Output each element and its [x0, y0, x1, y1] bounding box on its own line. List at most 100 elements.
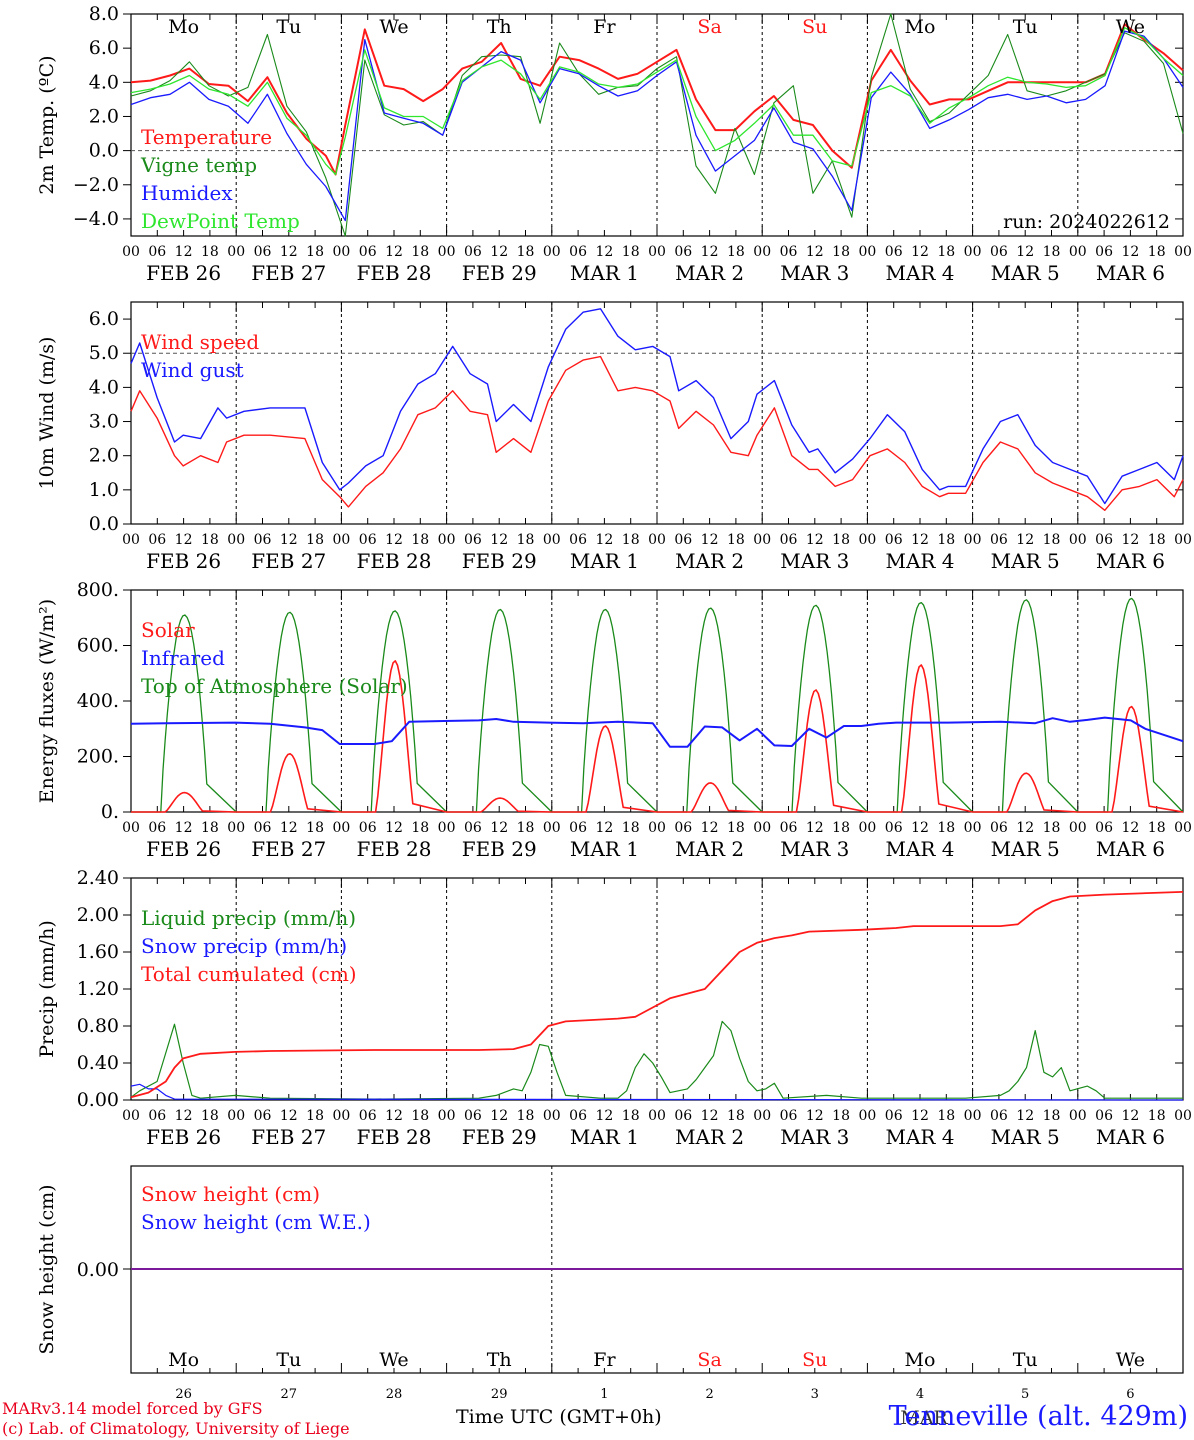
hour-tick-label: 12 — [280, 532, 298, 548]
hour-tick-label: 06 — [885, 1108, 903, 1124]
date-label: FEB 29 — [462, 1125, 537, 1149]
y-axis-label: Snow height (cm) — [36, 1184, 58, 1354]
y-tick-label: 6.0 — [89, 37, 119, 59]
chart-labels: 00 06 12 18 00 06 12 18 00 06 12 18 00 06 12 18 00 06 12 18… — [36, 3, 1192, 1429]
hour-tick-label: 00 — [964, 1108, 982, 1124]
hour-tick-label: 18 — [1043, 820, 1061, 836]
toa-solar-line — [341, 610, 448, 813]
hour-tick-label: 18 — [411, 820, 429, 836]
hour-tick-label: 18 — [937, 1108, 955, 1124]
y-tick-label: 2.0 — [89, 445, 119, 467]
date-label: MAR 1 — [570, 837, 639, 861]
hour-tick-label: 06 — [569, 1108, 587, 1124]
date-label: MAR 5 — [991, 261, 1060, 285]
hour-tick-label: 00 — [438, 244, 456, 260]
hour-tick-label: 06 — [569, 532, 587, 548]
weekday-label: Mo — [905, 1349, 936, 1371]
y-tick-label: 2.00 — [77, 904, 119, 926]
hour-tick-label: 18 — [517, 820, 535, 836]
hour-tick-label: 06 — [148, 244, 166, 260]
hour-tick-label: 06 — [674, 532, 692, 548]
solar-line — [446, 797, 552, 813]
date-label: MAR 4 — [885, 549, 954, 573]
hour-tick-label: 06 — [359, 1108, 377, 1124]
hour-tick-label: 12 — [385, 532, 403, 548]
toa-solar-line — [236, 611, 342, 813]
hour-tick-label: 06 — [148, 1108, 166, 1124]
hour-tick-label: 06 — [464, 532, 482, 548]
hour-tick-label: 00 — [122, 244, 140, 260]
date-label: FEB 28 — [357, 549, 432, 573]
hour-tick-label: 00 — [858, 1108, 876, 1124]
weekday-label: Tu — [1013, 1349, 1038, 1371]
legend-entry: Solar — [141, 618, 195, 642]
toa-solar-line — [867, 601, 974, 813]
hour-tick-label: 06 — [569, 820, 587, 836]
series-line — [130, 308, 1184, 505]
hour-tick-label: 12 — [490, 820, 508, 836]
hour-tick-label: 18 — [517, 1108, 535, 1124]
hour-tick-label: 06 — [464, 1108, 482, 1124]
solar-line — [551, 725, 658, 813]
infrared-line — [130, 716, 1184, 748]
hour-tick-label: 12 — [806, 532, 824, 548]
hour-tick-label: 18 — [1148, 1108, 1166, 1124]
y-tick-label: 4.0 — [89, 71, 119, 93]
date-label: MAR 5 — [991, 837, 1060, 861]
hour-tick-label: 00 — [438, 1108, 456, 1124]
toa-solar-line — [1077, 597, 1184, 813]
toa-solar-line — [762, 604, 868, 813]
series-line — [130, 13, 1184, 237]
hour-tick-label: 18 — [201, 820, 219, 836]
hour-tick-label: 06 — [990, 1108, 1008, 1124]
hour-tick-label: 00 — [648, 1108, 666, 1124]
hour-tick-label: 18 — [306, 1108, 324, 1124]
hour-tick-label: 00 — [543, 1108, 561, 1124]
hour-tick-label: 18 — [411, 1108, 429, 1124]
hour-tick-label: 00 — [1069, 820, 1087, 836]
y-tick-label: 5.0 — [89, 342, 119, 364]
hour-tick-label: 18 — [622, 532, 640, 548]
date-label: MAR 2 — [675, 261, 744, 285]
date-label: MAR 5 — [991, 549, 1060, 573]
y-tick-label: 600. — [77, 635, 119, 657]
date-label: MAR 1 — [570, 1125, 639, 1149]
date-label: MAR 6 — [1096, 549, 1165, 573]
legend-entry: Snow height (cm) — [141, 1182, 320, 1206]
legend-entry: Total cumulated (cm) — [141, 962, 357, 986]
hour-tick-label: 00 — [332, 820, 350, 836]
hour-tick-label: 00 — [753, 1108, 771, 1124]
series-line — [130, 30, 1184, 222]
weekday-label: Mo — [168, 1349, 199, 1371]
hour-tick-label: 12 — [701, 820, 719, 836]
hour-tick-label: 06 — [885, 820, 903, 836]
weekday-label: Th — [487, 1349, 512, 1371]
hour-tick-label: 12 — [595, 820, 613, 836]
hour-tick-label: 18 — [727, 532, 745, 548]
legend-entry: Wind speed — [141, 330, 259, 354]
weekday-label: Fr — [593, 16, 616, 38]
day-number-label: 5 — [1021, 1387, 1029, 1402]
day-number-label: 28 — [386, 1387, 403, 1402]
y-axis-label: 2m Temp. (ºC) — [36, 55, 58, 194]
hour-tick-label: 00 — [858, 244, 876, 260]
hour-tick-label: 12 — [911, 244, 929, 260]
y-tick-label: 2.0 — [89, 105, 119, 127]
legend-entry: Vigne temp — [140, 153, 257, 177]
weekday-label: We — [1116, 16, 1145, 38]
weekday-label: Fr — [593, 1349, 616, 1371]
day-number-label: 29 — [491, 1387, 508, 1402]
hour-tick-label: 12 — [175, 1108, 193, 1124]
hour-tick-label: 00 — [1174, 1108, 1192, 1124]
hour-tick-label: 00 — [543, 244, 561, 260]
date-label: MAR 2 — [675, 1125, 744, 1149]
hour-tick-label: 00 — [964, 820, 982, 836]
hour-tick-label: 06 — [254, 532, 272, 548]
hour-tick-label: 06 — [674, 244, 692, 260]
hour-tick-label: 06 — [780, 820, 798, 836]
toa-solar-line — [551, 608, 658, 813]
chart-series — [130, 13, 1184, 1270]
hour-tick-label: 12 — [911, 820, 929, 836]
y-axis-label: Energy fluxes (W/m²) — [36, 599, 58, 803]
legend-entry: DewPoint Temp — [141, 209, 300, 233]
